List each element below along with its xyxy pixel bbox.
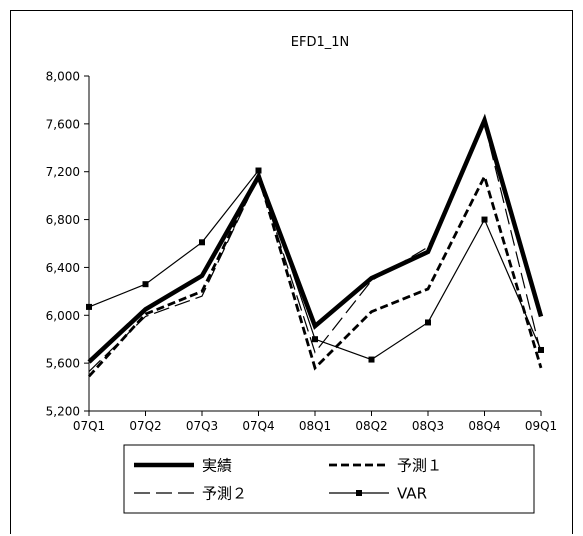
series-line-2 bbox=[88, 122, 542, 372]
legend-label-1: 予測１ bbox=[397, 457, 442, 475]
series-marker-3 bbox=[255, 167, 262, 174]
chart-title: EFD1_1N bbox=[291, 35, 349, 50]
x-tick-label: 07Q2 bbox=[129, 419, 161, 433]
series-marker-3 bbox=[368, 356, 375, 363]
series-marker-3 bbox=[425, 319, 431, 326]
x-tick-label: 08Q2 bbox=[355, 419, 387, 433]
x-tick-label: 07Q1 bbox=[73, 419, 105, 433]
y-tick-label: 8,000 bbox=[46, 70, 80, 84]
x-tick-label: 08Q1 bbox=[299, 419, 331, 433]
chart-frame bbox=[10, 10, 573, 534]
legend-label-3: VAR bbox=[397, 485, 427, 503]
series-line-3 bbox=[88, 169, 542, 361]
series-marker-3 bbox=[142, 281, 149, 288]
x-tick-label: 07Q3 bbox=[186, 419, 218, 433]
y-tick-label: 6,400 bbox=[46, 261, 80, 275]
series-marker-3 bbox=[481, 216, 488, 223]
x-tick-label: 09Q1 bbox=[525, 419, 557, 433]
legend: 実績 予測１ 予測２ VAR bbox=[123, 444, 535, 514]
y-tick-label: 6,000 bbox=[46, 309, 80, 323]
series-marker-3 bbox=[86, 303, 92, 310]
series-marker-3 bbox=[199, 239, 205, 246]
legend-marker-3 bbox=[356, 490, 362, 496]
y-tick-label: 7,600 bbox=[46, 117, 80, 131]
y-tick-label: 5,200 bbox=[46, 405, 80, 419]
x-tick-label: 08Q3 bbox=[412, 419, 444, 433]
series-line-0 bbox=[87, 113, 544, 364]
series-marker-3 bbox=[538, 346, 544, 353]
x-tick-label: 08Q4 bbox=[468, 419, 500, 433]
y-tick-label: 7,200 bbox=[46, 165, 80, 179]
y-tick-label: 5,600 bbox=[46, 357, 80, 371]
series-line-1 bbox=[87, 171, 543, 378]
plot-area: 5,200 5,600 6,000 6,400 6,800 7,200 7,600 8,000… bbox=[46, 70, 558, 434]
x-tick-label: 07Q4 bbox=[242, 419, 274, 433]
legend-box bbox=[123, 444, 535, 514]
legend-label-2: 予測２ bbox=[202, 485, 247, 503]
series-marker-3 bbox=[312, 336, 318, 343]
y-tick-label: 6,800 bbox=[46, 213, 80, 227]
legend-label-0: 実績 bbox=[202, 457, 232, 475]
